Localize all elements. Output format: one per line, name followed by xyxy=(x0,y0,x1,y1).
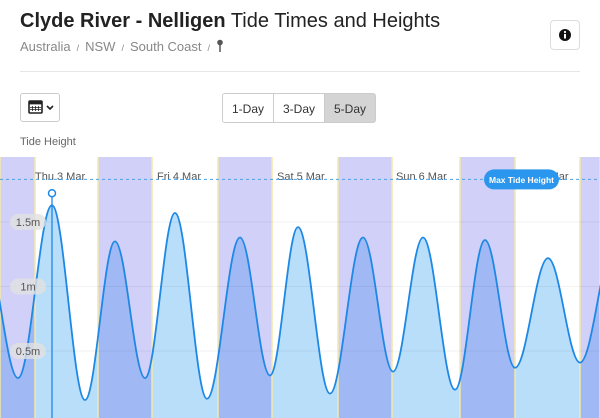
max-tide-pill xyxy=(484,169,559,190)
y-tick-label: 1m xyxy=(20,282,35,294)
y-tick-pill xyxy=(10,278,46,295)
plot xyxy=(0,205,600,418)
cursor-point xyxy=(47,188,57,198)
night-band xyxy=(218,157,272,418)
night-band xyxy=(580,157,600,418)
y-tick-label: 1.5m xyxy=(16,217,40,229)
max-tide-label: Max Tide Height xyxy=(489,175,554,185)
breadcrumb: AustraliaNSWSouth Coast xyxy=(20,39,224,54)
y-tick-label: 0.5m xyxy=(16,346,40,358)
breadcrumb-link[interactable]: South Coast xyxy=(130,39,216,54)
plot-lines xyxy=(0,204,600,401)
range-button[interactable]: 1-Day xyxy=(222,93,274,123)
x-tick-label: Fri 4 Mar xyxy=(157,171,201,183)
range-selector: 1-Day 3-Day 5-Day xyxy=(222,93,376,123)
tide-chart: 0.5m 1m 1.5m Thu 3 Mar Fri 4 Mar Sat 5 Mar Sun… xyxy=(0,157,600,418)
location-name: Clyde River - Nelligen xyxy=(20,10,226,32)
page-subtitle: Tide Times and Heights xyxy=(230,10,441,32)
pin-icon[interactable] xyxy=(216,39,224,52)
tide-area xyxy=(0,205,600,418)
y-tick-pill xyxy=(10,214,46,230)
y-axis-label: Tide Height xyxy=(20,136,76,148)
breadcrumb-link[interactable]: NSW xyxy=(85,39,130,54)
info-button[interactable] xyxy=(550,20,580,50)
night-band xyxy=(460,157,515,418)
x-tick-label: Sat 5 Mar xyxy=(277,171,325,183)
range-button[interactable]: 5-Day xyxy=(324,93,376,123)
divider xyxy=(20,71,580,72)
tide-line xyxy=(0,204,600,401)
y-tick-pill xyxy=(10,343,46,359)
night-band xyxy=(98,157,152,418)
night-band xyxy=(338,157,392,418)
calendar-button[interactable] xyxy=(20,93,60,122)
page-title: Clyde River - Nelligen Tide Times and He… xyxy=(20,10,440,33)
range-button[interactable]: 3-Day xyxy=(273,93,325,123)
info-icon xyxy=(559,29,571,41)
calendar-icon xyxy=(28,100,54,114)
breadcrumb-link[interactable]: Australia xyxy=(20,39,85,54)
x-tick-label: Thu 3 Mar xyxy=(35,171,85,183)
x-tick-label: Sun 6 Mar xyxy=(396,171,447,183)
